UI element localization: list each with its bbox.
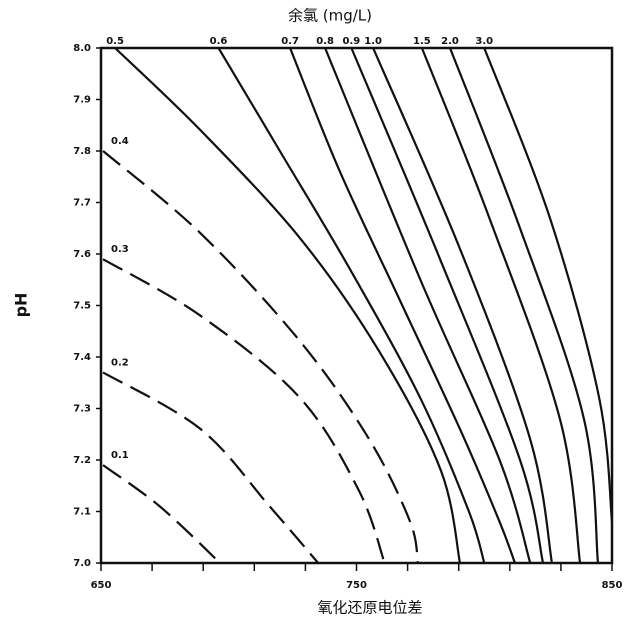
contour-line xyxy=(372,48,554,563)
y-tick-label: 8.0 xyxy=(73,43,91,54)
contour-line xyxy=(102,258,386,563)
contour-line xyxy=(102,371,320,563)
contour-line xyxy=(448,48,600,563)
x-tick-label: 850 xyxy=(602,580,623,591)
contour-label: 1.5 xyxy=(413,36,431,47)
y-axis-label: pH xyxy=(12,293,31,318)
contour-label: 0.8 xyxy=(316,36,334,47)
contour-label: 0.4 xyxy=(111,136,129,147)
y-tick-label: 7.1 xyxy=(73,507,91,518)
y-tick-label: 7.3 xyxy=(73,404,91,415)
contour-label: 0.9 xyxy=(343,36,361,47)
x-tick-label: 650 xyxy=(91,580,112,591)
y-tick-label: 7.2 xyxy=(73,455,91,466)
y-tick-label: 7.9 xyxy=(73,95,91,106)
contour-line xyxy=(350,48,545,563)
y-tick-label: 7.5 xyxy=(73,301,91,312)
contour-label: 1.0 xyxy=(364,36,382,47)
contour-line xyxy=(483,48,612,522)
contour-line xyxy=(217,48,486,563)
y-tick-label: 7.7 xyxy=(73,198,91,209)
y-tick-label: 7.8 xyxy=(73,146,91,157)
contour-line xyxy=(114,48,462,563)
x-tick-label: 750 xyxy=(346,580,367,591)
contour-line xyxy=(289,48,516,563)
contour-label: 3.0 xyxy=(475,36,493,47)
contour-label: 0.7 xyxy=(281,36,299,47)
y-tick-label: 7.4 xyxy=(73,352,91,363)
plot-frame xyxy=(99,46,614,565)
chart-title: 余氯 (mg/L) xyxy=(288,7,372,25)
contour-label: 2.0 xyxy=(441,36,459,47)
contour-line xyxy=(102,150,419,563)
y-tick-label: 7.6 xyxy=(73,249,91,260)
contour-label: 0.6 xyxy=(210,36,228,47)
contour-label: 0.1 xyxy=(111,450,129,461)
x-axis-label: 氧化还原电位差 xyxy=(317,599,422,617)
y-tick-label: 7.0 xyxy=(73,558,91,569)
contour-label: 0.3 xyxy=(111,244,129,255)
contour-label: 0.5 xyxy=(106,36,124,47)
contour-line xyxy=(420,48,582,563)
contour-line xyxy=(102,464,221,563)
contour-line xyxy=(324,48,532,563)
contour-label: 0.2 xyxy=(111,357,129,368)
